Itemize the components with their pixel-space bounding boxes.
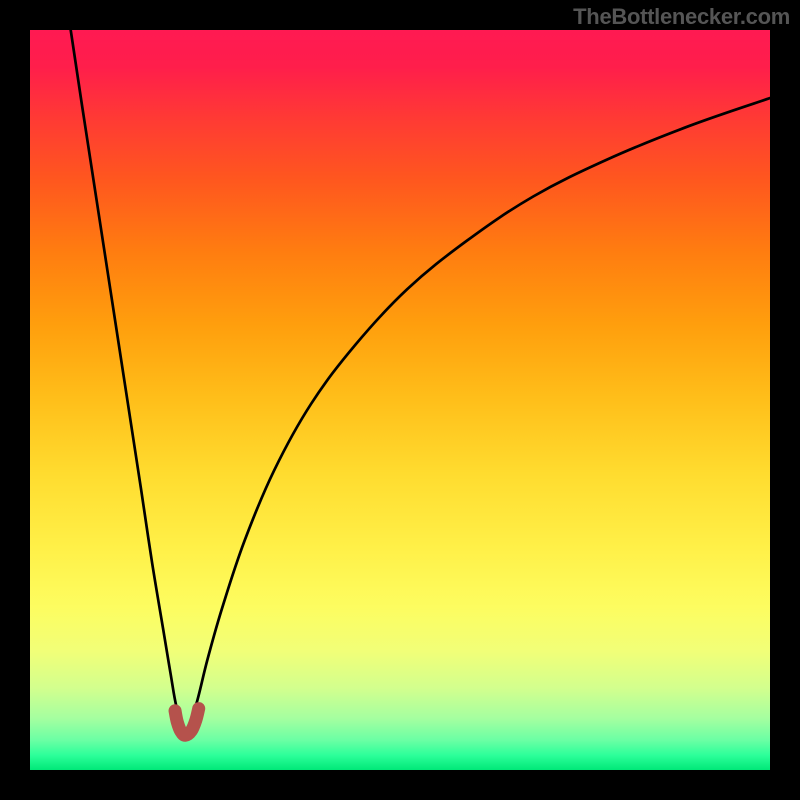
curves-layer (30, 30, 770, 770)
watermark-text: TheBottlenecker.com (573, 4, 790, 30)
valley-marker (175, 709, 199, 736)
bottleneck-curve (71, 30, 770, 737)
chart-container: TheBottlenecker.com (0, 0, 800, 800)
plot-area (30, 30, 770, 770)
